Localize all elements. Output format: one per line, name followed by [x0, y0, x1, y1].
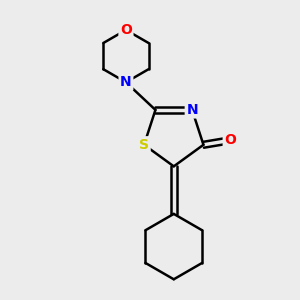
Text: N: N [120, 75, 132, 89]
Text: S: S [139, 138, 149, 152]
Text: N: N [186, 103, 198, 117]
Text: O: O [120, 23, 132, 37]
Text: O: O [224, 133, 236, 147]
